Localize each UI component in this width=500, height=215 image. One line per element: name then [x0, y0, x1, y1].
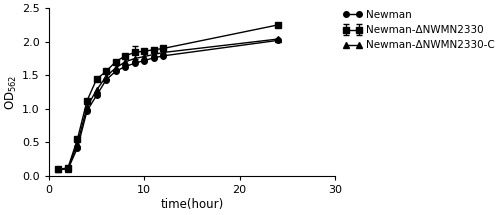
Y-axis label: OD$_{562}$: OD$_{562}$: [4, 74, 20, 110]
X-axis label: time(hour): time(hour): [160, 198, 224, 211]
Legend: Newman, Newman-ΔNWMN2330, Newman-ΔNWMN2330-C: Newman, Newman-ΔNWMN2330, Newman-ΔNWMN23…: [343, 10, 495, 51]
